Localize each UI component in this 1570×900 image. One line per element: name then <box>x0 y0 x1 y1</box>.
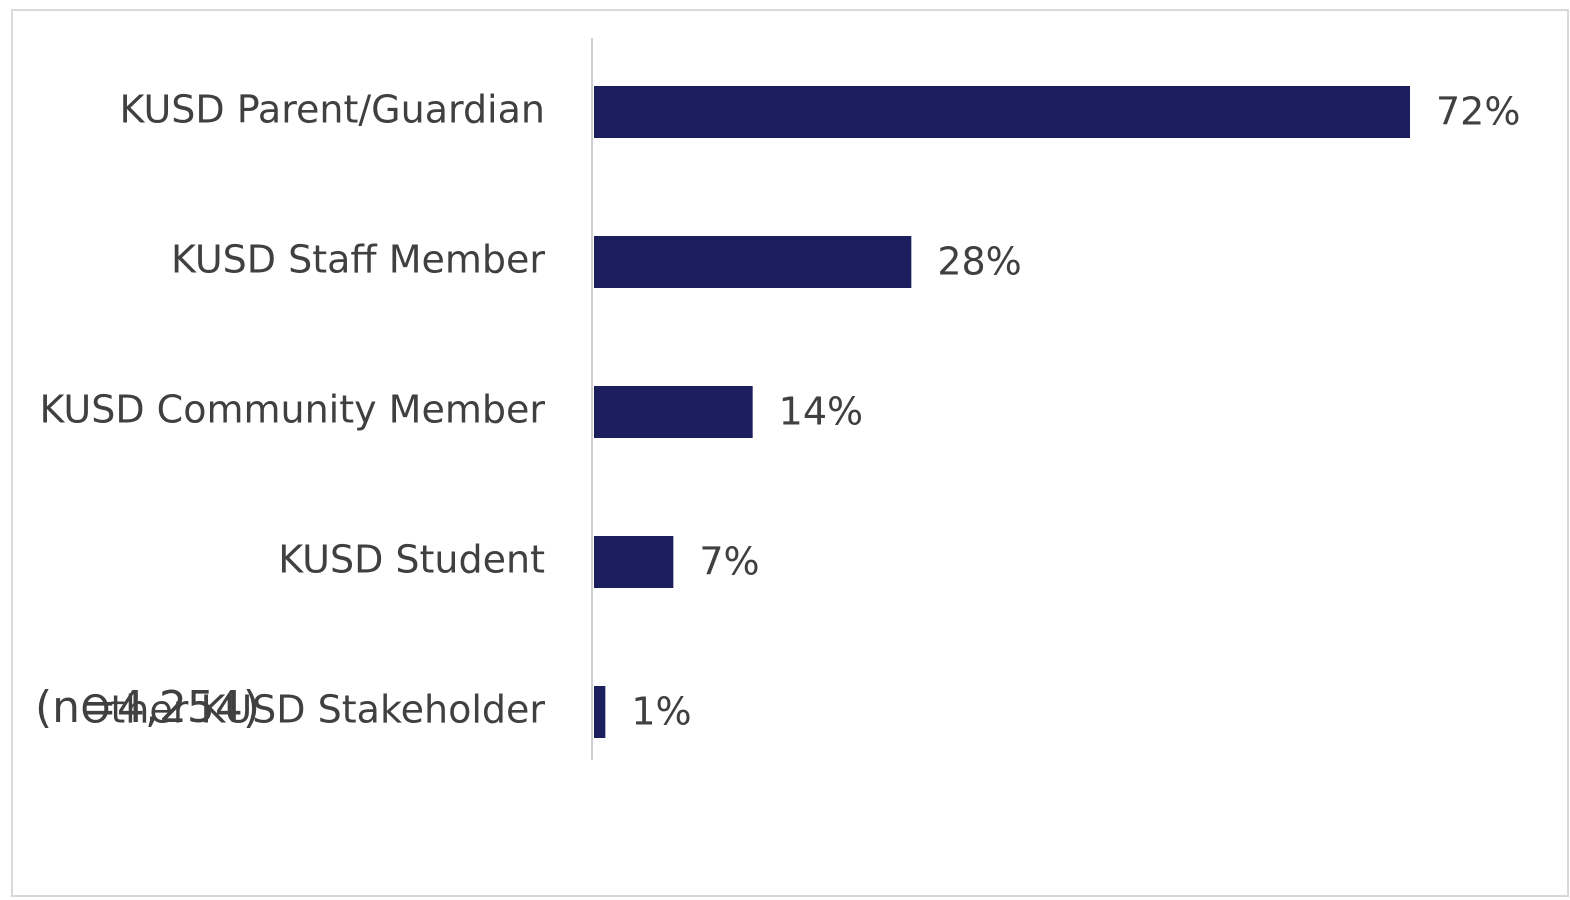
category-label: KUSD Community Member <box>40 388 546 432</box>
bar <box>594 686 606 738</box>
sample-size-note: (n=4,254) <box>35 682 260 733</box>
value-label: 72% <box>1436 90 1520 134</box>
category-label: KUSD Student <box>278 538 545 582</box>
bar <box>594 386 753 438</box>
bar <box>594 536 674 588</box>
category-label: KUSD Staff Member <box>171 238 545 282</box>
category-label: Other KUSD Stakeholder <box>81 688 546 732</box>
value-label: 1% <box>631 690 691 734</box>
chart-frame <box>11 9 1569 897</box>
value-label: 28% <box>937 240 1021 284</box>
bar <box>594 236 912 288</box>
category-label: KUSD Parent/Guardian <box>120 88 545 132</box>
bar <box>594 86 1410 138</box>
value-label: 14% <box>779 390 863 434</box>
value-label: 7% <box>699 540 759 584</box>
